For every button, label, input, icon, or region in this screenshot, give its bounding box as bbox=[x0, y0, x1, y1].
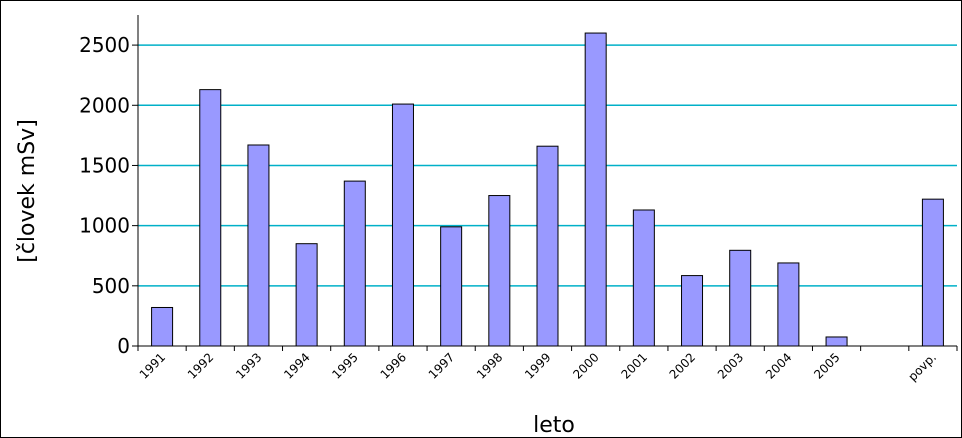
y-axis-title: [človek mSv] bbox=[15, 119, 40, 263]
y-tick-label: 2500 bbox=[79, 33, 130, 57]
bar bbox=[343, 180, 366, 347]
bar bbox=[536, 145, 559, 347]
bar bbox=[295, 243, 318, 347]
bar bbox=[247, 144, 270, 347]
y-tick-label: 1500 bbox=[79, 153, 130, 177]
bar bbox=[921, 198, 944, 347]
axes bbox=[132, 15, 958, 351]
bar bbox=[391, 103, 414, 347]
y-tick-labels: 0 500 1000 1500 2000 2500 bbox=[79, 33, 130, 358]
y-tick-label: 1000 bbox=[79, 214, 130, 238]
bar bbox=[488, 195, 511, 347]
y-tick-label: 500 bbox=[92, 274, 130, 298]
bar bbox=[632, 209, 655, 347]
bar bbox=[440, 226, 463, 347]
bar bbox=[777, 262, 800, 347]
y-tick-label: 2000 bbox=[79, 93, 130, 117]
y-tick-label: 0 bbox=[117, 334, 130, 358]
bar bbox=[729, 249, 752, 347]
bars bbox=[151, 32, 944, 347]
bar bbox=[681, 275, 704, 347]
bar bbox=[199, 89, 222, 347]
bar bbox=[151, 306, 174, 347]
bar bbox=[584, 32, 607, 347]
bar bbox=[825, 336, 848, 347]
x-axis-title: leto bbox=[533, 413, 575, 438]
